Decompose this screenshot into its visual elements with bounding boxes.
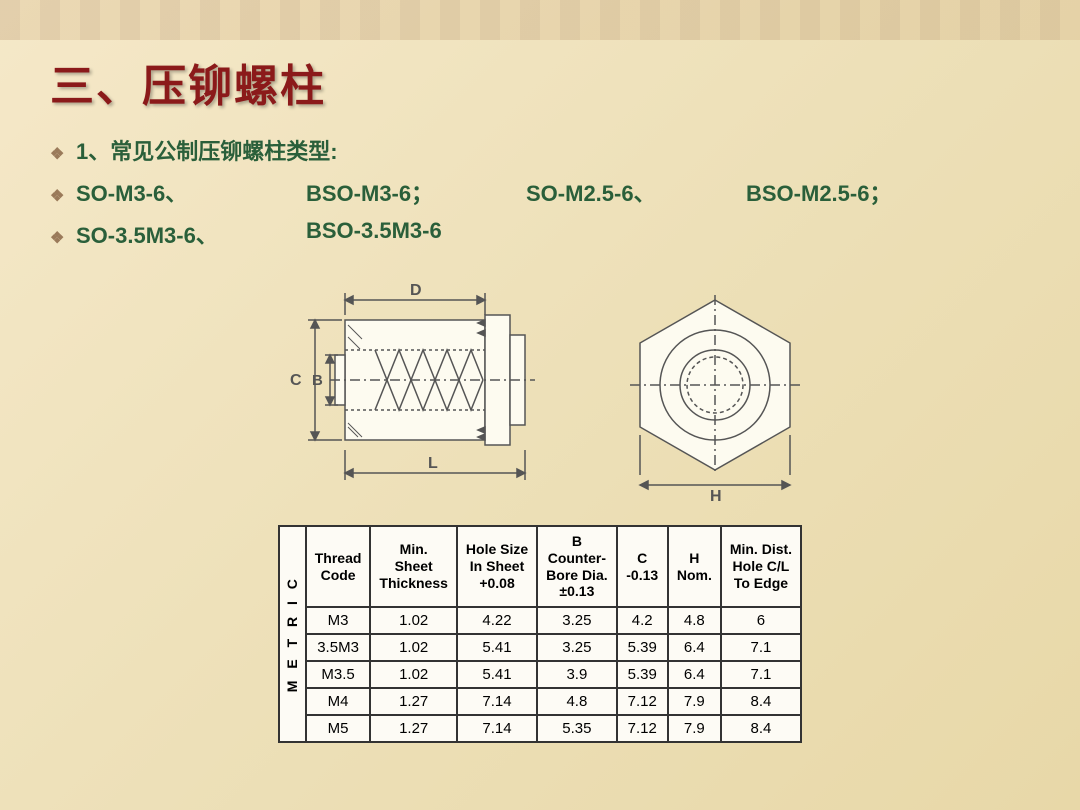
cell: 7.12 [617, 688, 668, 715]
cell: M4 [306, 688, 371, 715]
cell: 4.8 [537, 688, 616, 715]
cell: 7.12 [617, 715, 668, 742]
cell: 7.14 [457, 715, 537, 742]
table-header-row: M E T R I C ThreadCode Min.SheetThicknes… [279, 526, 801, 607]
cell: 6.4 [668, 661, 721, 688]
spec-table: M E T R I C ThreadCode Min.SheetThicknes… [278, 525, 802, 743]
part-code: BSO-3.5M3-6 [306, 218, 442, 250]
table-row: 3.5M3 1.02 5.41 3.25 5.39 6.4 7.1 [279, 634, 801, 661]
col-header: Hole SizeIn Sheet+0.08 [457, 526, 537, 607]
cell: 1.02 [370, 634, 456, 661]
cell: 3.9 [537, 661, 616, 688]
main-title: 三、压铆螺柱 [50, 50, 1030, 114]
part-list-2: SO-3.5M3-6、 BSO-3.5M3-6 [76, 218, 442, 250]
subtitle-line: ❖ 1、常见公制压铆螺柱类型: [50, 134, 1030, 166]
cell: 7.14 [457, 688, 537, 715]
col-header: Min.SheetThickness [370, 526, 456, 607]
standoff-side-diagram: D [250, 275, 570, 505]
cell: 7.9 [668, 715, 721, 742]
col-header: ThreadCode [306, 526, 371, 607]
diagram-area: D [50, 275, 1030, 505]
part-code: SO-3.5M3-6、 [76, 218, 306, 250]
cell: 6 [721, 607, 801, 634]
col-header: Min. Dist.Hole C/LTo Edge [721, 526, 801, 607]
cell: 5.35 [537, 715, 616, 742]
part-code: SO-M3-6、 [76, 176, 306, 208]
cell: 1.02 [370, 607, 456, 634]
part-code: SO-M2.5-6、 [526, 176, 746, 208]
cell: 8.4 [721, 688, 801, 715]
cell: 5.39 [617, 634, 668, 661]
cell: 1.27 [370, 688, 456, 715]
cell: M3.5 [306, 661, 371, 688]
cell: 5.39 [617, 661, 668, 688]
svg-text:B: B [312, 372, 323, 389]
cell: 5.41 [457, 634, 537, 661]
subtitle-text: 1、常见公制压铆螺柱类型: [76, 134, 338, 166]
cell: 3.25 [537, 607, 616, 634]
table-row: M3 1.02 4.22 3.25 4.2 4.8 6 [279, 607, 801, 634]
cell: 7.1 [721, 634, 801, 661]
part-code: BSO-M3-6； [306, 176, 526, 208]
col-header: HNom. [668, 526, 721, 607]
slide-content: 三、压铆螺柱 ❖ 1、常见公制压铆螺柱类型: ❖ SO-M3-6、 BSO-M3… [0, 0, 1080, 763]
parts-row-1: ❖ SO-M3-6、 BSO-M3-6； SO-M2.5-6、 BSO-M2.5… [50, 176, 1030, 208]
metric-label: M E T R I C [279, 526, 306, 742]
col-header: C-0.13 [617, 526, 668, 607]
cell: 4.2 [617, 607, 668, 634]
cell: 7.1 [721, 661, 801, 688]
standoff-hex-diagram: H [600, 275, 830, 505]
svg-text:H: H [710, 488, 722, 505]
cell: 8.4 [721, 715, 801, 742]
table-row: M4 1.27 7.14 4.8 7.12 7.9 8.4 [279, 688, 801, 715]
svg-text:C: C [290, 372, 302, 389]
table-row: M5 1.27 7.14 5.35 7.12 7.9 8.4 [279, 715, 801, 742]
table-row: M3.5 1.02 5.41 3.9 5.39 6.4 7.1 [279, 661, 801, 688]
svg-text:L: L [428, 455, 438, 472]
cell: 4.22 [457, 607, 537, 634]
cell: 1.02 [370, 661, 456, 688]
part-code: BSO-M2.5-6； [746, 176, 891, 208]
cell: 4.8 [668, 607, 721, 634]
cell: 3.25 [537, 634, 616, 661]
cell: 1.27 [370, 715, 456, 742]
cell: M3 [306, 607, 371, 634]
diamond-bullet-icon: ❖ [50, 186, 64, 206]
top-border-pattern [0, 0, 1080, 40]
svg-text:D: D [410, 282, 422, 299]
parts-row-2: ❖ SO-3.5M3-6、 BSO-3.5M3-6 [50, 218, 1030, 250]
diamond-bullet-icon: ❖ [50, 144, 64, 164]
diamond-bullet-icon: ❖ [50, 228, 64, 248]
cell: 6.4 [668, 634, 721, 661]
cell: 7.9 [668, 688, 721, 715]
cell: 3.5M3 [306, 634, 371, 661]
spec-table-wrap: M E T R I C ThreadCode Min.SheetThicknes… [50, 525, 1030, 743]
cell: M5 [306, 715, 371, 742]
col-header: BCounter-Bore Dia.±0.13 [537, 526, 616, 607]
part-list-1: SO-M3-6、 BSO-M3-6； SO-M2.5-6、 BSO-M2.5-6… [76, 176, 891, 208]
cell: 5.41 [457, 661, 537, 688]
